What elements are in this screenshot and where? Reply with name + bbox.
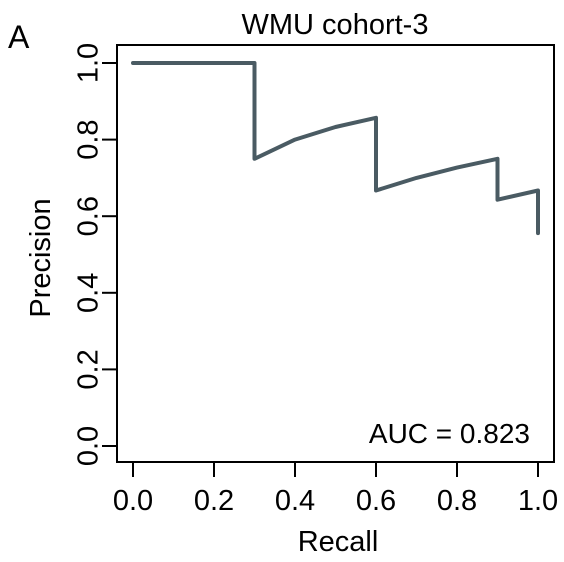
auc-annotation: AUC = 0.823 xyxy=(369,418,530,449)
x-tick-label: 0.0 xyxy=(113,485,153,517)
y-axis-ticks xyxy=(102,62,117,447)
x-tick-label: 0.6 xyxy=(356,485,396,517)
plot-frame xyxy=(116,44,555,463)
y-tick-label: 1.0 xyxy=(73,43,105,83)
precision-recall-line xyxy=(131,61,540,236)
x-axis-title: Recall xyxy=(298,526,379,558)
y-tick-label: 0.8 xyxy=(73,119,105,159)
y-tick-label: 0.4 xyxy=(73,273,105,313)
y-tick-label: 0.6 xyxy=(73,196,105,236)
x-tick-label: 1.0 xyxy=(518,485,558,517)
y-tick-label: 0.2 xyxy=(73,349,105,389)
y-tick-label: 0.0 xyxy=(73,426,105,466)
x-axis-ticks xyxy=(132,462,539,477)
y-axis-title: Precision xyxy=(25,198,57,317)
x-axis-tick-labels: 0.0 0.2 0.4 0.6 0.8 1.0 xyxy=(113,485,558,517)
y-axis-tick-labels: 0.0 0.2 0.4 0.6 0.8 1.0 xyxy=(73,43,105,466)
x-tick-label: 0.8 xyxy=(437,485,477,517)
chart-title: WMU cohort-3 xyxy=(242,9,429,41)
x-tick-label: 0.2 xyxy=(194,485,234,517)
panel-label: A xyxy=(8,19,30,55)
x-tick-label: 0.4 xyxy=(275,485,315,517)
